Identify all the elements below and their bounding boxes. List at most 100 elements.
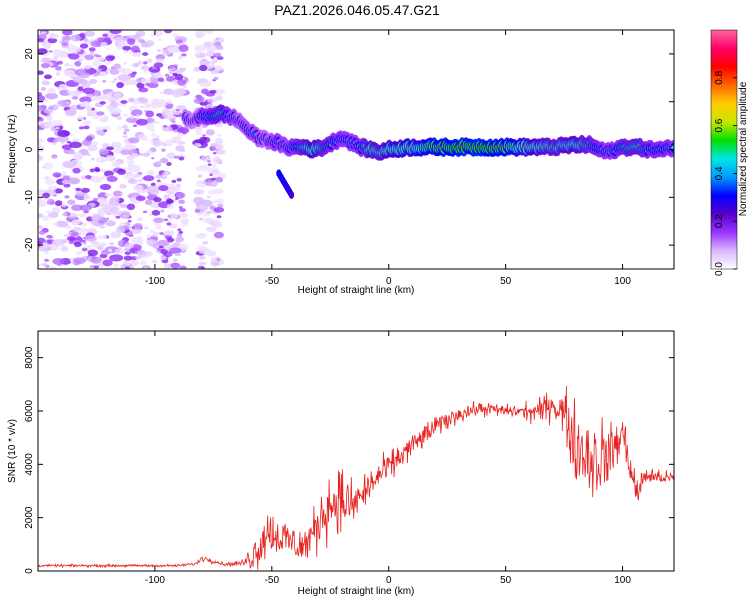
noise-cell [44,120,55,127]
noise-cell [70,231,79,237]
noise-cell [52,172,62,178]
noise-cell [194,52,201,56]
noise-cell [61,179,70,185]
noise-cell [52,49,63,56]
noise-cell [106,175,118,183]
noise-cell [197,174,203,178]
noise-cell [146,234,151,239]
noise-cell [144,138,149,142]
noise-cell [209,181,218,187]
noise-cell [48,212,59,218]
noise-cell [52,257,65,265]
noise-cell [195,233,207,239]
spec-ytick-label: -10 [24,190,35,205]
noise-cell [84,30,96,37]
noise-cell [145,82,150,87]
noise-cell [166,199,174,204]
noise-cell [109,68,120,75]
noise-cell [57,129,70,137]
noise-cell [104,96,110,100]
noise-cell [169,247,182,254]
noise-cell [199,136,208,142]
noise-cell [90,214,102,222]
noise-cell [123,131,127,135]
noise-cell [107,248,113,253]
noise-cell [94,56,105,63]
noise-cell [105,55,115,62]
noise-cell [43,108,53,114]
noise-cell [102,143,110,148]
noise-cell [142,152,150,157]
tail-cell [288,190,295,199]
noise-cell [150,182,156,187]
noise-cell [171,179,177,183]
noise-cell [77,115,85,120]
noise-cell [166,237,175,243]
snr-plot-area [38,331,674,571]
noise-cell [160,248,168,255]
noise-cell [216,258,220,261]
spec-ytick-label: 0 [24,146,35,152]
noise-cell [120,100,128,104]
noise-cell [161,175,168,180]
spec-ytick-label: 10 [24,96,35,108]
noise-cell [164,73,170,77]
noise-cell [109,197,116,202]
noise-cell [38,230,46,235]
noise-cell [136,236,143,240]
noise-cell [213,76,219,81]
noise-cell [122,124,128,129]
noise-cell [46,210,51,214]
noise-cell [75,250,83,255]
noise-cell [90,40,104,48]
colorbar-tick-label: 0.2 [714,214,725,228]
noise-cell [38,48,48,55]
noise-cell [38,137,43,144]
noise-cell [80,239,87,243]
noise-cell [66,141,72,144]
noise-cell [123,255,133,261]
noise-cell [105,154,114,159]
noise-cell [216,95,223,101]
noise-cell [82,242,87,245]
noise-cell [128,137,140,144]
noise-cell [150,98,161,106]
noise-cell [110,206,120,214]
noise-cell [62,212,68,217]
noise-cell [119,203,128,209]
noise-cell [210,169,220,175]
noise-cell [117,168,126,175]
noise-cell [53,55,59,59]
noise-cell [146,123,155,130]
noise-cell [92,265,100,269]
noise-cell [214,52,222,57]
noise-cell [89,265,95,268]
noise-cell [38,198,43,201]
noise-cell [131,51,142,57]
noise-cell [82,101,91,106]
noise-cell [198,255,206,260]
noise-cell [55,220,69,228]
noise-cell [119,184,127,189]
noise-cell [64,101,72,105]
noise-cell [162,233,167,237]
noise-cell [142,52,149,56]
noise-cell [71,219,82,225]
noise-cell [127,220,132,223]
noise-cell [92,72,99,77]
noise-cell [127,159,136,165]
noise-cell [59,83,66,89]
noise-cell [62,35,71,42]
noise-cell [82,87,95,95]
noise-cell [169,65,175,69]
noise-cell [176,233,183,237]
noise-cell [48,104,59,111]
noise-cell [98,242,107,247]
noise-cell [72,167,81,174]
noise-cell [117,67,126,73]
noise-cell [179,208,187,212]
colorbar-tick-label: 0.8 [714,70,725,84]
noise-cell [173,136,181,142]
noise-cell [155,174,163,179]
noise-cell [73,257,86,264]
